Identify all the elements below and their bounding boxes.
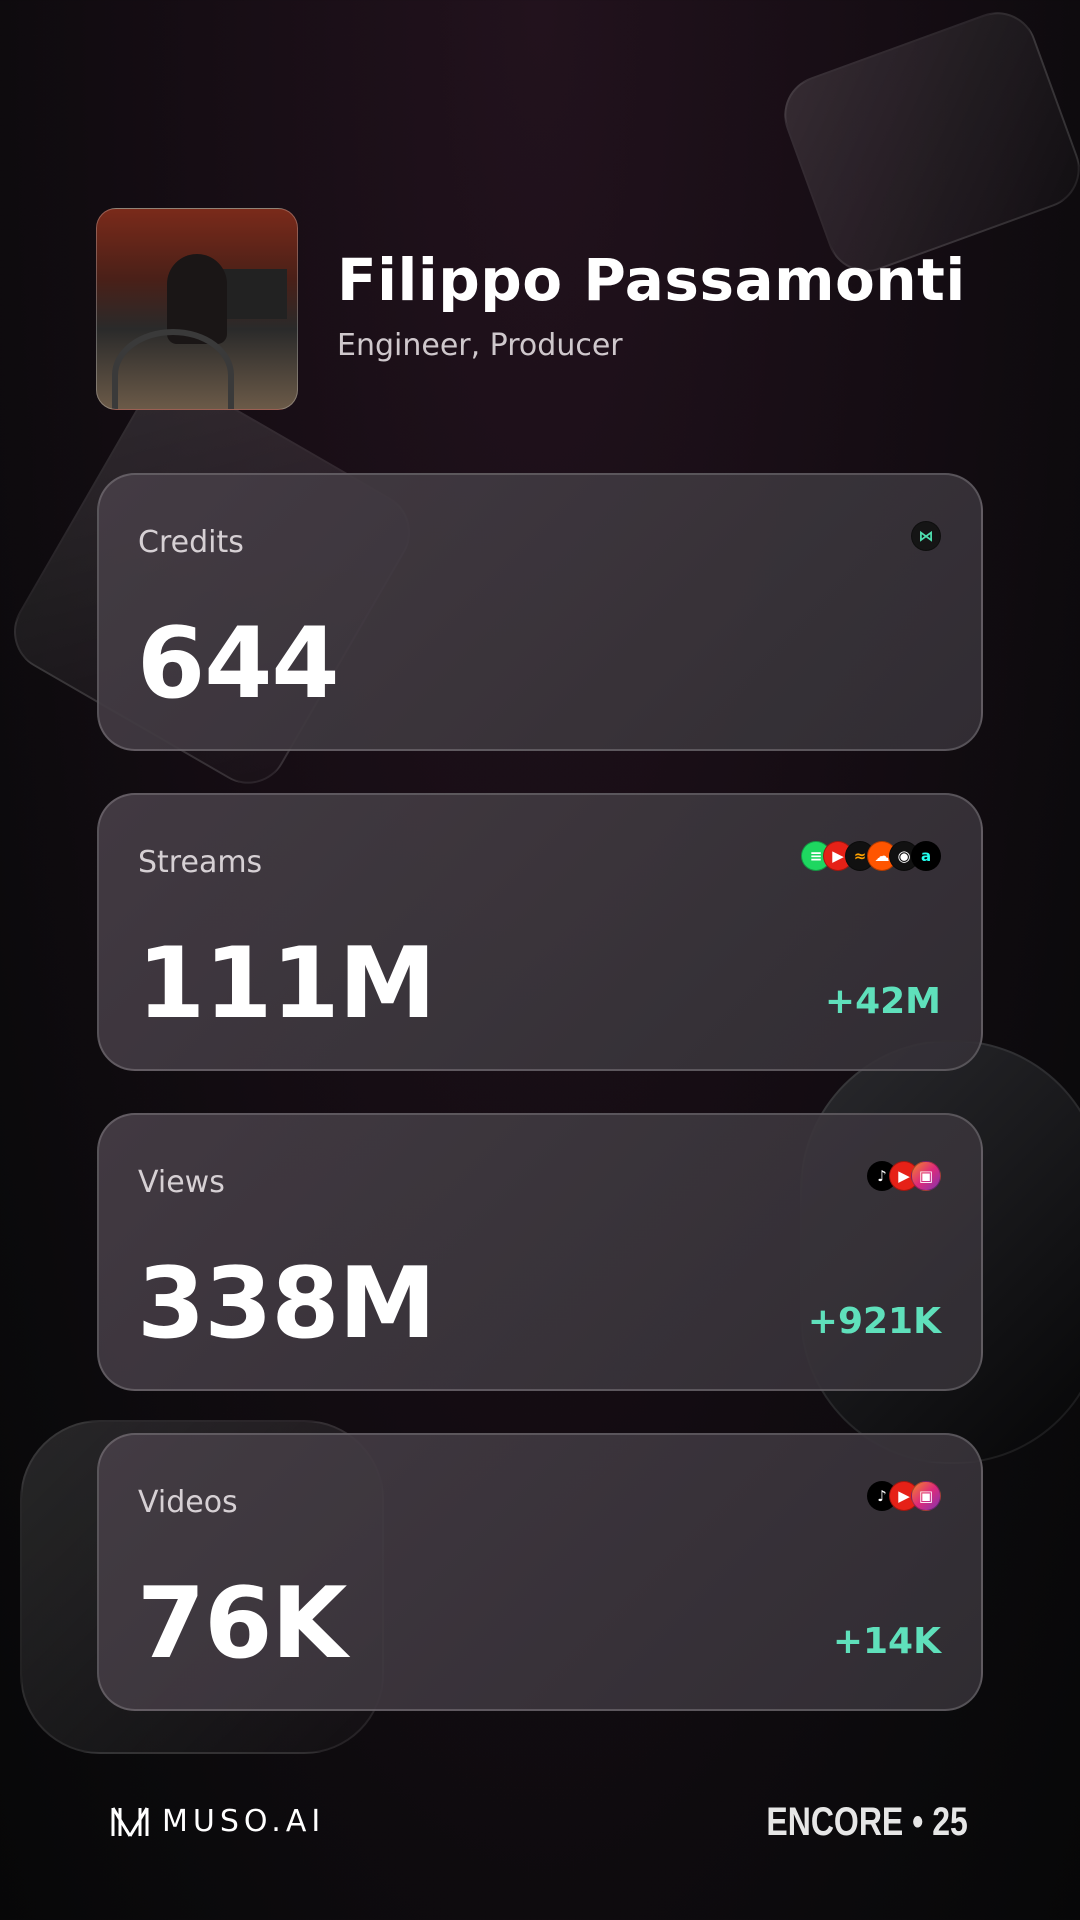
avatar: [96, 208, 298, 410]
card-label: Credits: [138, 525, 244, 560]
card-value: 111M: [137, 927, 436, 1041]
streams-card: Streams a ◉ ☁ ≈ ▶ ≡ 111M +42M: [97, 793, 983, 1071]
brand-name: MUSO.AI: [162, 1804, 326, 1839]
card-delta: +42M: [824, 981, 941, 1022]
views-card: Views ▣ ▶ ♪ 338M +921K: [97, 1113, 983, 1391]
card-value: 338M: [137, 1247, 436, 1361]
card-value: 644: [137, 607, 340, 721]
card-delta: +921K: [807, 1301, 941, 1342]
encore-logo: ENCORE • 25: [766, 1800, 968, 1844]
videos-card: Videos ▣ ▶ ♪ 76K +14K: [97, 1433, 983, 1711]
decorative-glass-shape: [773, 1, 1080, 283]
profile-name: Filippo Passamonti: [337, 246, 966, 314]
amazon-music-icon: a: [911, 841, 941, 871]
instagram-reels-icon: ▣: [911, 1161, 941, 1191]
card-delta: +14K: [832, 1621, 941, 1662]
muso-ai-logo: MUSO.AI: [110, 1804, 325, 1839]
card-value: 76K: [137, 1567, 347, 1681]
muso-logo-icon: [111, 1806, 149, 1837]
profile-roles: Engineer, Producer: [337, 328, 623, 363]
card-label: Streams: [138, 845, 263, 880]
muso-ai-icon: ⋈: [911, 521, 941, 551]
card-label: Videos: [138, 1485, 238, 1520]
instagram-reels-icon: ▣: [911, 1481, 941, 1511]
credits-card: Credits ⋈ 644: [97, 473, 983, 751]
card-label: Views: [138, 1165, 225, 1200]
